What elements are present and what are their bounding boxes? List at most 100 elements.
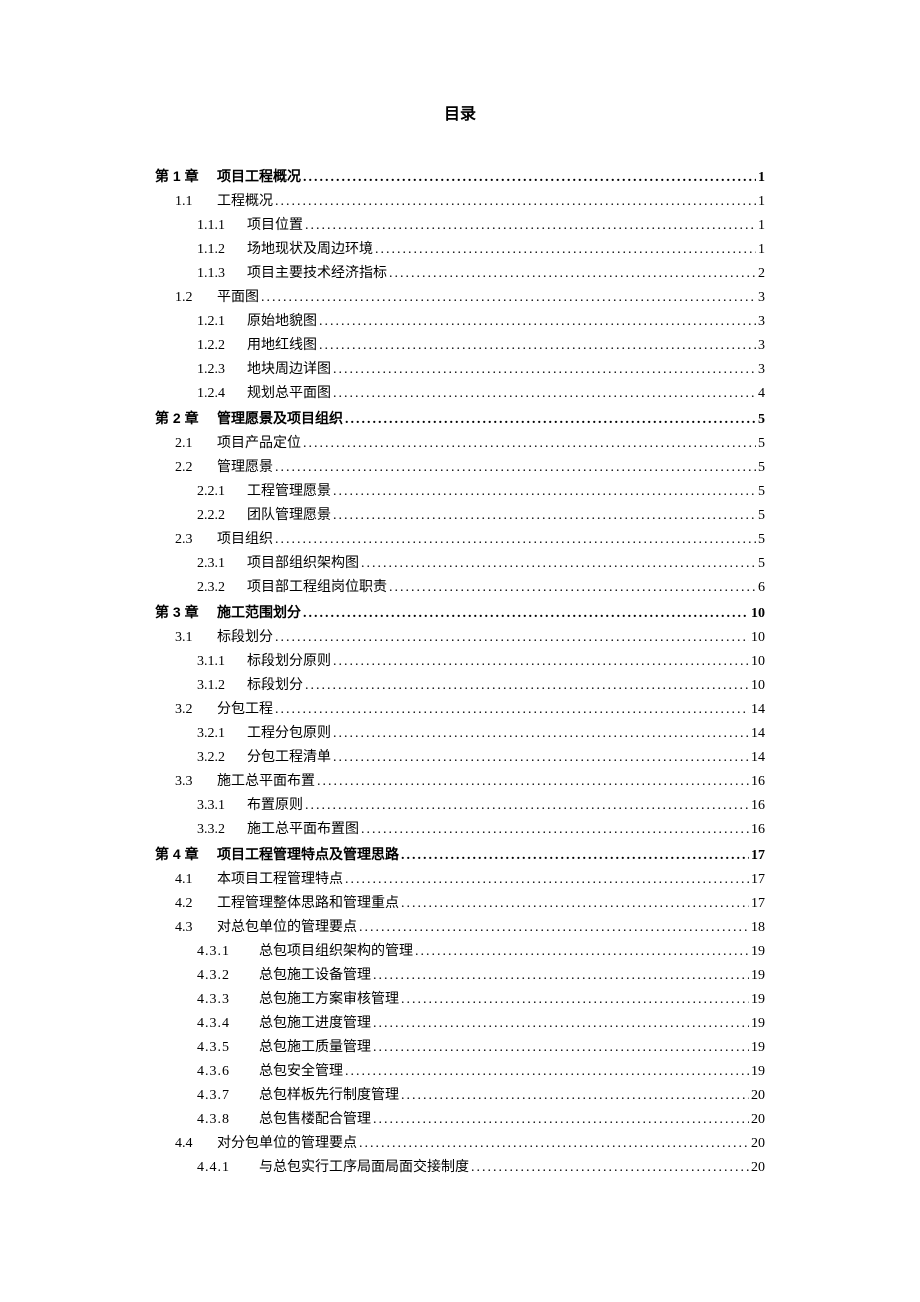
- toc-dots: ........................................…: [401, 1084, 749, 1108]
- toc-entry-number: 1.2: [175, 286, 217, 310]
- toc-entry-text: 项目工程概况: [217, 164, 301, 188]
- toc-entry-text: 用地红线图: [247, 334, 317, 358]
- toc-entry-page: 5: [758, 408, 765, 432]
- toc-entry-page: 14: [751, 722, 765, 746]
- toc-entry-page: 20: [751, 1108, 765, 1132]
- toc-dots: ........................................…: [319, 334, 756, 358]
- toc-entry-text: 项目部组织架构图: [247, 552, 359, 576]
- toc-entry-text: 标段划分: [217, 626, 273, 650]
- toc-entry-page: 19: [751, 988, 765, 1012]
- toc-dots: ........................................…: [373, 1036, 749, 1060]
- toc-dots: ........................................…: [345, 868, 749, 892]
- toc-dots: ........................................…: [361, 818, 749, 842]
- toc-entry-text: 团队管理愿景: [247, 504, 331, 528]
- toc-entry-text: 工程概况: [217, 190, 273, 214]
- toc-entry-number: 4.4.1: [197, 1156, 259, 1180]
- toc-entry: 1.1.2场地现状及周边环境..........................…: [155, 238, 765, 262]
- toc-entry: 2.2.2团队管理愿景.............................…: [155, 504, 765, 528]
- toc-entry: 2.3项目组织.................................…: [155, 528, 765, 552]
- toc-entry-number: 3.3.2: [197, 818, 247, 842]
- toc-entry: 1.2.4规划总平面图.............................…: [155, 382, 765, 406]
- toc-entry: 4.3.8总包售楼配合管理...........................…: [155, 1108, 765, 1132]
- toc-entry-number: 3.2.1: [197, 722, 247, 746]
- toc-dots: ........................................…: [345, 1060, 749, 1084]
- toc-entry: 2.2.1工程管理愿景.............................…: [155, 480, 765, 504]
- toc-entry-text: 总包施工进度管理: [259, 1012, 371, 1036]
- toc-entry-text: 总包样板先行制度管理: [259, 1084, 399, 1108]
- toc-entry: 4.4对分包单位的管理要点...........................…: [155, 1132, 765, 1156]
- toc-entry: 4.3.5总包施工质量管理...........................…: [155, 1036, 765, 1060]
- toc-entry-page: 17: [751, 892, 765, 916]
- toc-entry-number: 1.1.1: [197, 214, 247, 238]
- toc-dots: ........................................…: [261, 286, 756, 310]
- toc-entry-text: 总包施工方案审核管理: [259, 988, 399, 1012]
- toc-dots: ........................................…: [359, 916, 749, 940]
- toc-dots: ........................................…: [275, 190, 756, 214]
- toc-dots: ........................................…: [333, 358, 756, 382]
- toc-entry-text: 总包售楼配合管理: [259, 1108, 371, 1132]
- toc-entry: 2.3.2项目部工程组岗位职责.........................…: [155, 576, 765, 600]
- toc-entry-page: 5: [758, 480, 765, 504]
- toc-entry-number: 第 2 章: [155, 406, 217, 430]
- toc-dots: ........................................…: [305, 674, 749, 698]
- toc-dots: ........................................…: [359, 1132, 749, 1156]
- toc-dots: ........................................…: [275, 698, 749, 722]
- toc-entry-number: 3.2.2: [197, 746, 247, 770]
- toc-entry: 4.3.3总包施工方案审核管理.........................…: [155, 988, 765, 1012]
- toc-entry-page: 10: [751, 602, 765, 626]
- toc-dots: ........................................…: [303, 602, 749, 626]
- toc-entry-text: 项目产品定位: [217, 432, 301, 456]
- toc-dots: ........................................…: [333, 650, 749, 674]
- toc-entry: 1.1工程概况.................................…: [155, 190, 765, 214]
- toc-entry-page: 3: [758, 310, 765, 334]
- toc-dots: ........................................…: [415, 940, 749, 964]
- toc-entry-number: 1.1.2: [197, 238, 247, 262]
- toc-entry-number: 1.2.1: [197, 310, 247, 334]
- toc-entry-number: 3.2: [175, 698, 217, 722]
- toc-entry-text: 分包工程: [217, 698, 273, 722]
- toc-dots: ........................................…: [275, 456, 756, 480]
- toc-entry: 第 1 章项目工程概况.............................…: [155, 164, 765, 190]
- page-title: 目录: [155, 100, 765, 124]
- toc-entry-page: 1: [758, 190, 765, 214]
- toc-entry-page: 19: [751, 964, 765, 988]
- toc-entry-number: 4.3.8: [197, 1108, 259, 1132]
- toc-entry-text: 施工范围划分: [217, 600, 301, 624]
- toc-entry: 1.1.3项目主要技术经济指标.........................…: [155, 262, 765, 286]
- toc-entry: 4.2工程管理整体思路和管理重点........................…: [155, 892, 765, 916]
- toc-entry-number: 2.1: [175, 432, 217, 456]
- toc-entry: 2.1项目产品定位...............................…: [155, 432, 765, 456]
- toc-dots: ........................................…: [303, 432, 756, 456]
- toc-entry: 1.2平面图..................................…: [155, 286, 765, 310]
- toc-entry-text: 工程管理整体思路和管理重点: [217, 892, 399, 916]
- toc-dots: ........................................…: [389, 576, 756, 600]
- toc-entry: 1.2.3地块周边详图.............................…: [155, 358, 765, 382]
- toc-entry-number: 4.3: [175, 916, 217, 940]
- toc-entry-page: 3: [758, 286, 765, 310]
- toc-entry-text: 本项目工程管理特点: [217, 868, 343, 892]
- toc-entry: 3.1.2标段划分...............................…: [155, 674, 765, 698]
- toc-entry: 4.3.4总包施工进度管理...........................…: [155, 1012, 765, 1036]
- toc-entry-page: 17: [751, 844, 765, 868]
- toc-dots: ........................................…: [333, 382, 756, 406]
- toc-dots: ........................................…: [305, 794, 749, 818]
- toc-entry-text: 施工总平面布置: [217, 770, 315, 794]
- toc-entry-page: 17: [751, 868, 765, 892]
- toc-entry-text: 项目位置: [247, 214, 303, 238]
- toc-entry-text: 总包项目组织架构的管理: [259, 940, 413, 964]
- toc-entry-page: 1: [758, 214, 765, 238]
- toc-entry-number: 2.3.1: [197, 552, 247, 576]
- toc-entry-number: 1.2.3: [197, 358, 247, 382]
- toc-entry-text: 原始地貌图: [247, 310, 317, 334]
- toc-dots: ........................................…: [373, 964, 749, 988]
- toc-entry-text: 管理愿景及项目组织: [217, 406, 343, 430]
- toc-dots: ........................................…: [401, 892, 749, 916]
- toc-entry-text: 总包施工质量管理: [259, 1036, 371, 1060]
- toc-entry-page: 5: [758, 504, 765, 528]
- toc-entry-text: 总包安全管理: [259, 1060, 343, 1084]
- toc-entry-text: 分包工程清单: [247, 746, 331, 770]
- toc-entry-text: 平面图: [217, 286, 259, 310]
- toc-entry: 第 4 章项目工程管理特点及管理思路......................…: [155, 842, 765, 868]
- toc-entry-text: 工程管理愿景: [247, 480, 331, 504]
- toc-dots: ........................................…: [305, 214, 756, 238]
